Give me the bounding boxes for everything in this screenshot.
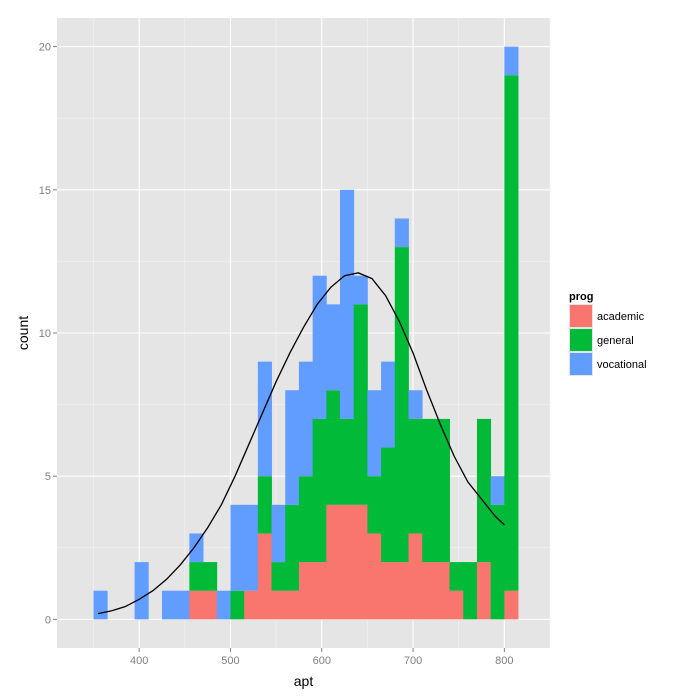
bar-academic bbox=[312, 562, 327, 620]
bar-academic bbox=[422, 562, 437, 620]
bar-general bbox=[449, 562, 464, 591]
x-tick-label: 400 bbox=[130, 655, 148, 667]
legend-key-academic bbox=[570, 305, 592, 327]
bar-general bbox=[422, 418, 437, 563]
bar-general bbox=[408, 418, 423, 534]
y-axis-ticks: 0 5 10 15 20 bbox=[39, 42, 57, 626]
bar-academic bbox=[435, 562, 450, 620]
bar-general bbox=[476, 418, 492, 563]
bar-vocational bbox=[367, 390, 382, 477]
bar-general bbox=[490, 504, 505, 620]
bar-academic bbox=[285, 590, 300, 620]
legend-key-vocational bbox=[570, 353, 592, 375]
bar-vocational bbox=[230, 504, 245, 591]
bar-general bbox=[203, 562, 218, 591]
bar-academic bbox=[189, 590, 204, 620]
bar-vocational bbox=[326, 304, 341, 391]
bar-vocational bbox=[312, 275, 327, 419]
x-axis-ticks: 400 500 600 700 800 bbox=[130, 648, 514, 667]
legend-title: prog bbox=[569, 291, 593, 303]
bar-vocational bbox=[504, 46, 519, 76]
bar-general bbox=[285, 504, 300, 591]
bar-general bbox=[381, 447, 396, 563]
x-axis-title: apt bbox=[294, 673, 314, 689]
y-tick-label: 10 bbox=[39, 328, 51, 340]
bar-vocational bbox=[340, 189, 355, 419]
y-axis-title: count bbox=[15, 316, 31, 350]
legend-key-general bbox=[570, 329, 592, 351]
bar-vocational bbox=[381, 361, 396, 448]
bar-general bbox=[394, 247, 409, 563]
histogram-bars bbox=[93, 46, 519, 620]
bar-general bbox=[326, 390, 341, 505]
y-tick-label: 20 bbox=[39, 42, 51, 54]
legend-label-vocational: vocational bbox=[597, 359, 647, 371]
bar-academic bbox=[353, 504, 368, 620]
bar-general bbox=[312, 418, 327, 563]
bar-academic bbox=[298, 562, 314, 620]
bar-general bbox=[271, 562, 286, 591]
bar-vocational bbox=[216, 590, 231, 620]
bar-general bbox=[257, 476, 272, 534]
bar-academic bbox=[326, 504, 341, 620]
density-curve bbox=[97, 272, 505, 615]
bar-general bbox=[189, 562, 204, 591]
bar-general bbox=[340, 418, 355, 505]
bar-vocational bbox=[161, 590, 177, 620]
bar-academic bbox=[381, 562, 396, 620]
bar-general bbox=[367, 476, 382, 534]
x-tick-label: 500 bbox=[221, 655, 239, 667]
bar-vocational bbox=[298, 361, 314, 477]
bar-academic bbox=[271, 590, 286, 620]
bar-vocational bbox=[271, 504, 286, 563]
bar-vocational bbox=[353, 275, 368, 305]
bar-general bbox=[435, 418, 450, 563]
bar-vocational bbox=[408, 390, 423, 419]
bar-vocational bbox=[189, 533, 204, 563]
bar-academic bbox=[340, 504, 355, 620]
bar-academic bbox=[449, 590, 464, 620]
bar-vocational bbox=[134, 562, 149, 620]
bar-general bbox=[353, 304, 368, 505]
y-tick-label: 5 bbox=[45, 471, 51, 483]
bar-vocational bbox=[490, 476, 505, 505]
bar-academic bbox=[504, 590, 519, 620]
legend: prog academic general vocational bbox=[569, 291, 647, 376]
x-tick-label: 700 bbox=[404, 655, 422, 667]
bar-vocational bbox=[257, 361, 272, 477]
y-tick-label: 0 bbox=[45, 614, 51, 626]
bar-academic bbox=[476, 562, 492, 620]
bar-general bbox=[230, 590, 245, 620]
bar-vocational bbox=[93, 590, 108, 620]
y-tick-label: 15 bbox=[39, 185, 51, 197]
bar-academic bbox=[203, 590, 218, 620]
bar-academic bbox=[408, 533, 423, 620]
bar-general bbox=[298, 476, 314, 563]
legend-label-general: general bbox=[597, 335, 634, 347]
x-tick-label: 600 bbox=[313, 655, 331, 667]
bar-vocational bbox=[244, 504, 259, 591]
bar-vocational bbox=[175, 590, 190, 620]
bar-academic bbox=[257, 533, 272, 620]
x-tick-label: 800 bbox=[495, 655, 513, 667]
bar-vocational bbox=[285, 390, 300, 505]
bar-academic bbox=[394, 562, 409, 620]
bar-general bbox=[504, 75, 519, 591]
bar-academic bbox=[244, 590, 259, 620]
legend-label-academic: academic bbox=[597, 311, 645, 323]
bar-vocational bbox=[394, 218, 409, 248]
bar-general bbox=[463, 562, 478, 620]
bar-academic bbox=[367, 533, 382, 620]
